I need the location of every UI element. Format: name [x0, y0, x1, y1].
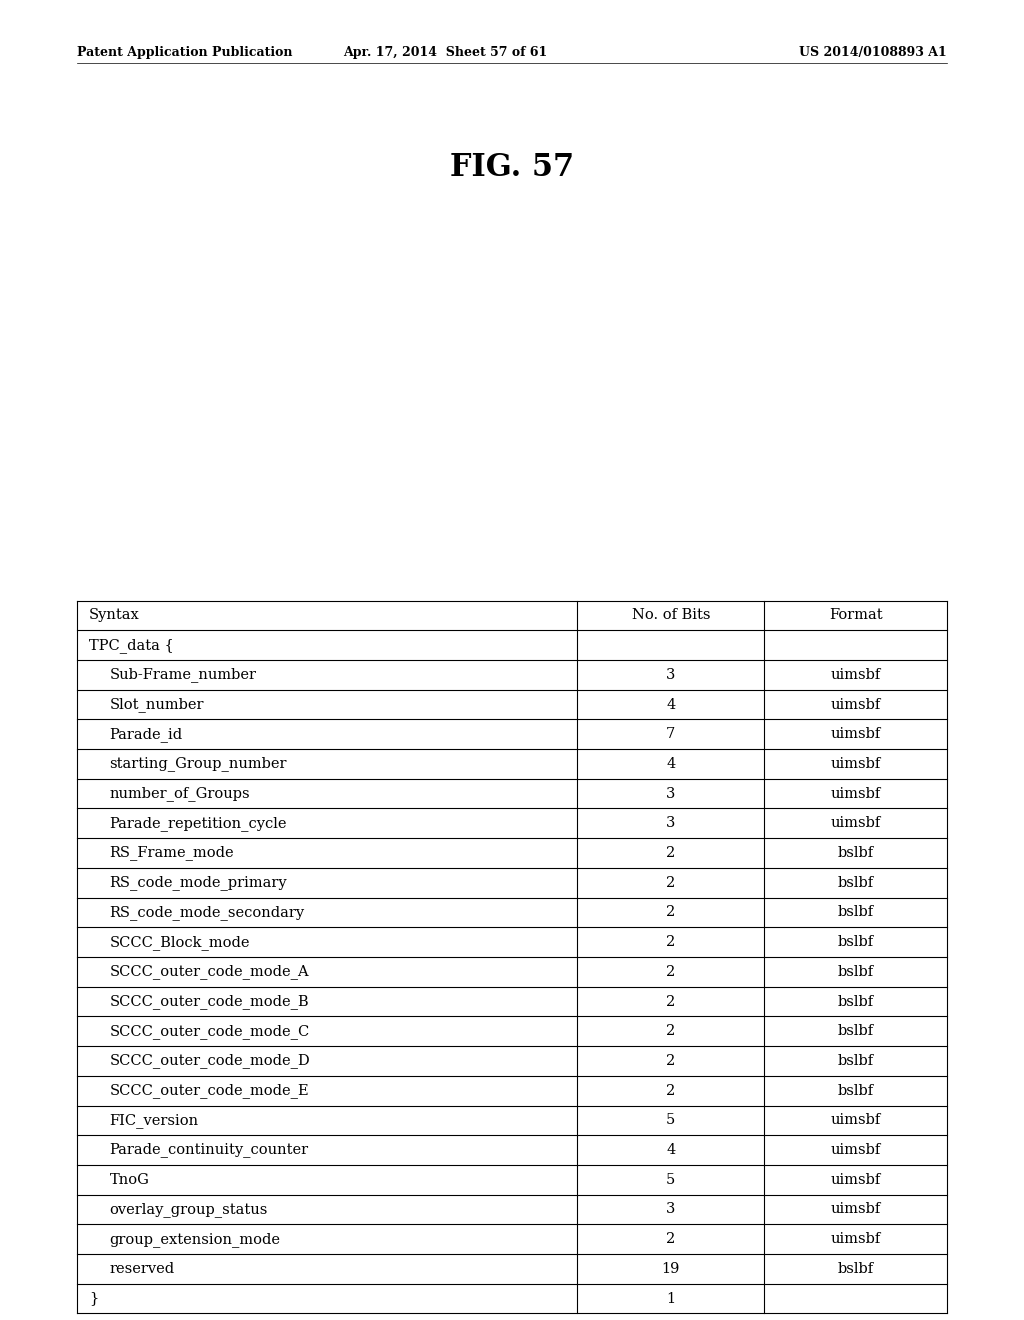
- Text: 2: 2: [667, 994, 676, 1008]
- Text: SCCC_outer_code_mode_B: SCCC_outer_code_mode_B: [110, 994, 309, 1008]
- Text: 2: 2: [667, 1084, 676, 1098]
- Text: 1: 1: [667, 1291, 676, 1305]
- Text: bslbf: bslbf: [838, 1262, 873, 1276]
- Text: bslbf: bslbf: [838, 846, 873, 861]
- Text: 2: 2: [667, 1232, 676, 1246]
- Text: SCCC_Block_mode: SCCC_Block_mode: [110, 935, 250, 949]
- Text: group_extension_mode: group_extension_mode: [110, 1232, 281, 1246]
- Text: 2: 2: [667, 1024, 676, 1039]
- Text: bslbf: bslbf: [838, 875, 873, 890]
- Text: SCCC_outer_code_mode_A: SCCC_outer_code_mode_A: [110, 965, 309, 979]
- Text: uimsbf: uimsbf: [830, 697, 881, 711]
- Text: 2: 2: [667, 846, 676, 861]
- Text: 4: 4: [667, 756, 676, 771]
- Text: 7: 7: [667, 727, 676, 742]
- Text: bslbf: bslbf: [838, 994, 873, 1008]
- Text: bslbf: bslbf: [838, 1024, 873, 1039]
- Text: bslbf: bslbf: [838, 965, 873, 979]
- Text: 2: 2: [667, 875, 676, 890]
- Text: SCCC_outer_code_mode_E: SCCC_outer_code_mode_E: [110, 1084, 309, 1098]
- Text: bslbf: bslbf: [838, 1053, 873, 1068]
- Text: 3: 3: [667, 787, 676, 801]
- Text: 3: 3: [667, 668, 676, 682]
- Text: Patent Application Publication: Patent Application Publication: [77, 46, 292, 59]
- Text: Syntax: Syntax: [89, 609, 140, 623]
- Text: 5: 5: [667, 1172, 676, 1187]
- Text: uimsbf: uimsbf: [830, 1203, 881, 1217]
- Text: 2: 2: [667, 906, 676, 920]
- Text: number_of_Groups: number_of_Groups: [110, 787, 250, 801]
- Text: FIC_version: FIC_version: [110, 1113, 199, 1127]
- Text: FIG. 57: FIG. 57: [450, 152, 574, 182]
- Text: bslbf: bslbf: [838, 935, 873, 949]
- Text: uimsbf: uimsbf: [830, 1113, 881, 1127]
- Text: SCCC_outer_code_mode_D: SCCC_outer_code_mode_D: [110, 1053, 310, 1068]
- Text: 2: 2: [667, 1053, 676, 1068]
- Text: uimsbf: uimsbf: [830, 1172, 881, 1187]
- Text: overlay_group_status: overlay_group_status: [110, 1203, 268, 1217]
- Text: 2: 2: [667, 965, 676, 979]
- Text: reserved: reserved: [110, 1262, 175, 1276]
- Text: Parade_id: Parade_id: [110, 727, 182, 742]
- Text: Apr. 17, 2014  Sheet 57 of 61: Apr. 17, 2014 Sheet 57 of 61: [343, 46, 548, 59]
- Text: SCCC_outer_code_mode_C: SCCC_outer_code_mode_C: [110, 1024, 310, 1039]
- Text: Parade_continuity_counter: Parade_continuity_counter: [110, 1143, 308, 1158]
- Text: starting_Group_number: starting_Group_number: [110, 756, 287, 771]
- Text: uimsbf: uimsbf: [830, 756, 881, 771]
- Text: 3: 3: [667, 1203, 676, 1217]
- Text: uimsbf: uimsbf: [830, 727, 881, 742]
- Text: 3: 3: [667, 816, 676, 830]
- Text: Slot_number: Slot_number: [110, 697, 204, 711]
- Text: US 2014/0108893 A1: US 2014/0108893 A1: [800, 46, 947, 59]
- Text: RS_Frame_mode: RS_Frame_mode: [110, 846, 234, 861]
- Text: uimsbf: uimsbf: [830, 1232, 881, 1246]
- Text: Parade_repetition_cycle: Parade_repetition_cycle: [110, 816, 287, 830]
- Text: uimsbf: uimsbf: [830, 787, 881, 801]
- Text: }: }: [89, 1291, 98, 1305]
- Text: TnoG: TnoG: [110, 1172, 150, 1187]
- Text: 4: 4: [667, 697, 676, 711]
- Text: 2: 2: [667, 935, 676, 949]
- Text: 4: 4: [667, 1143, 676, 1158]
- Text: Sub-Frame_number: Sub-Frame_number: [110, 668, 257, 682]
- Text: TPC_data {: TPC_data {: [89, 638, 174, 652]
- Text: uimsbf: uimsbf: [830, 668, 881, 682]
- Text: 5: 5: [667, 1113, 676, 1127]
- Text: No. of Bits: No. of Bits: [632, 609, 710, 623]
- Text: 19: 19: [662, 1262, 680, 1276]
- Text: uimsbf: uimsbf: [830, 1143, 881, 1158]
- Text: bslbf: bslbf: [838, 906, 873, 920]
- Text: uimsbf: uimsbf: [830, 816, 881, 830]
- Text: RS_code_mode_secondary: RS_code_mode_secondary: [110, 906, 305, 920]
- Text: RS_code_mode_primary: RS_code_mode_primary: [110, 875, 287, 890]
- Text: bslbf: bslbf: [838, 1084, 873, 1098]
- Text: Format: Format: [829, 609, 883, 623]
